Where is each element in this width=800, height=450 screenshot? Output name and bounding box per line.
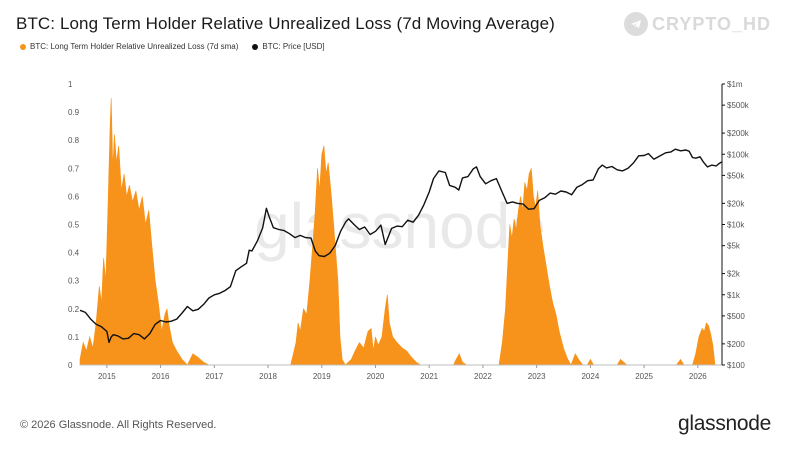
- telegram-icon: [624, 12, 648, 36]
- x-tick-label: 2018: [259, 372, 277, 381]
- chart-title: BTC: Long Term Holder Relative Unrealize…: [16, 14, 555, 33]
- x-tick-label: 2015: [98, 372, 116, 381]
- legend-dot-orange: [20, 43, 26, 50]
- y-right-tick-label: $100: [727, 361, 745, 370]
- y-right-tick-label: $5k: [727, 242, 741, 251]
- x-tick-label: 2026: [689, 372, 707, 381]
- y-right-tick-label: $10k: [727, 221, 745, 230]
- y-right-tick-label: $500: [727, 312, 745, 321]
- legend-label-loss: BTC: Long Term Holder Relative Unrealize…: [30, 42, 239, 51]
- y-left-tick-label: 0.9: [68, 108, 80, 117]
- y-right-tick-label: $20k: [727, 199, 745, 208]
- y-right-tick-label: $50k: [727, 171, 745, 180]
- y-right-tick-label: $100k: [727, 150, 750, 159]
- legend-item-loss[interactable]: BTC: Long Term Holder Relative Unrealize…: [20, 42, 238, 51]
- y-right-tick-label: $500k: [727, 101, 750, 110]
- x-tick-label: 2020: [367, 372, 385, 381]
- y-left-tick-label: 0.4: [68, 249, 80, 258]
- x-tick-label: 2025: [635, 372, 653, 381]
- x-tick-label: 2023: [528, 372, 546, 381]
- x-tick-label: 2022: [474, 372, 492, 381]
- y-right-tick-label: $200k: [727, 129, 750, 138]
- y-right-tick-label: $2k: [727, 270, 741, 279]
- y-left-tick-label: 0.2: [68, 305, 80, 314]
- chart-axes: 0 0.1 0.2 0.3 0.4 0.5 0.6 0.7 0.8 0.9 1 $100 $200 $50…: [68, 80, 750, 381]
- x-tick-label: 2024: [581, 372, 599, 381]
- x-tick-label: 2016: [152, 372, 170, 381]
- y-right-tick-label: $200: [727, 340, 745, 349]
- y-right-tick-label: $1m: [727, 80, 743, 89]
- x-tick-label: 2017: [205, 372, 223, 381]
- y-left-tick-label: 0.3: [68, 277, 80, 286]
- y-left-tick-label: 1: [68, 80, 73, 89]
- y-left-tick-label: 0.7: [68, 164, 80, 173]
- y-left-tick-label: 0.5: [68, 221, 80, 230]
- legend-item-price[interactable]: BTC: Price [USD]: [252, 42, 325, 51]
- glassnode-logo: glassnode: [678, 412, 772, 435]
- x-tick-label: 2019: [313, 372, 331, 381]
- y-right-tick-label: $1k: [727, 291, 741, 300]
- y-left-tick-label: 0.8: [68, 136, 80, 145]
- legend-label-price: BTC: Price [USD]: [262, 42, 325, 51]
- price-line-series: [79, 148, 723, 344]
- badge-text: CRYPTO_HD: [652, 13, 772, 34]
- copyright-text: © 2026 Glassnode. All Rights Reserved.: [20, 419, 217, 431]
- crypto-hd-badge: CRYPTO_HD: [624, 12, 771, 36]
- legend-dot-black: [252, 43, 259, 50]
- y-left-tick-label: 0.1: [68, 333, 80, 342]
- price-line: [79, 148, 723, 344]
- y-left-tick-label: 0: [68, 361, 73, 370]
- y-left-tick-label: 0.6: [68, 192, 80, 201]
- x-tick-label: 2021: [420, 372, 438, 381]
- chart-legend: BTC: Long Term Holder Relative Unrealize…: [20, 42, 325, 51]
